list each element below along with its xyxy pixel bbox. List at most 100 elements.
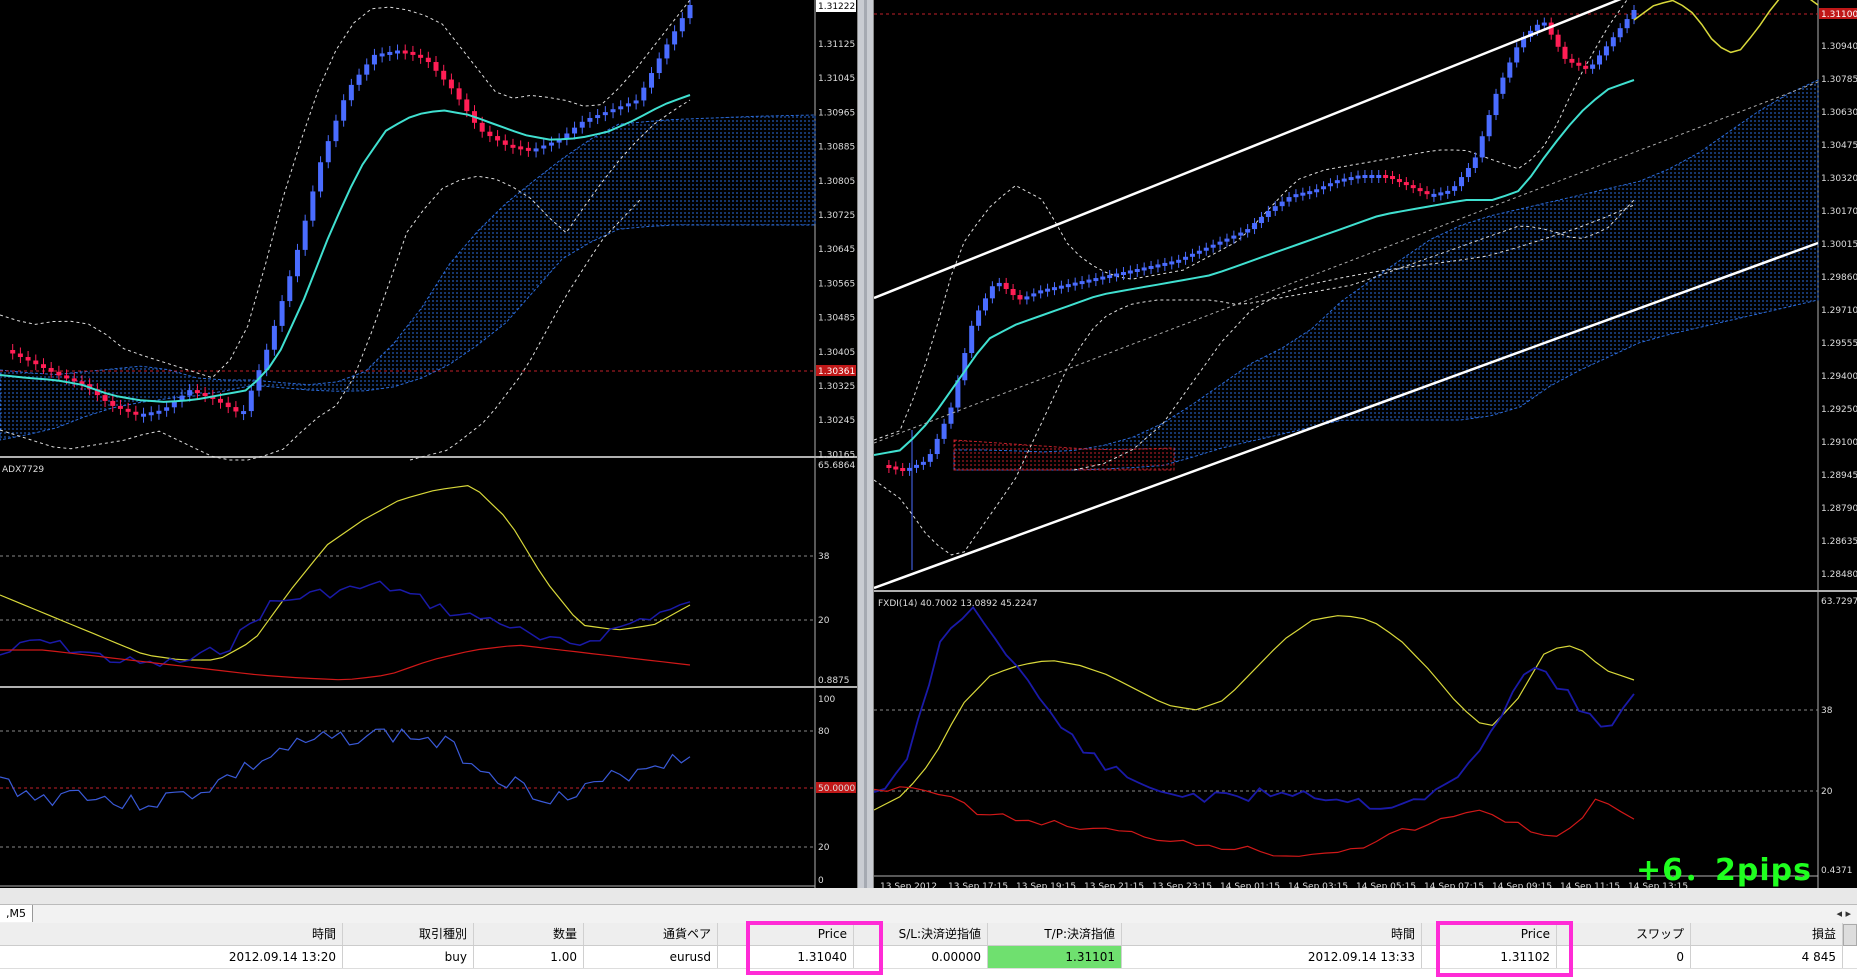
rsi-tick: 0: [818, 876, 824, 886]
candle-body: [913, 464, 919, 468]
table-scrollbar[interactable]: [1843, 924, 1857, 946]
candle-body: [633, 100, 639, 104]
marker-price-box: [816, 365, 856, 376]
candle-body: [595, 115, 601, 119]
adx-line: [0, 484, 691, 661]
candle-body: [1493, 93, 1499, 116]
channel-upper-line[interactable]: [873, 0, 1818, 300]
right-chart-window[interactable]: 1.30940 1.30785 1.30630 1.30475 1.30320 1.301…: [873, 0, 1857, 892]
candle-body: [1362, 175, 1368, 178]
plus-di-line: [873, 605, 1635, 810]
candle-body: [1341, 178, 1347, 182]
candle-body: [641, 87, 647, 101]
price-tick: 1.30015: [1821, 240, 1857, 250]
candle-body: [1265, 210, 1271, 217]
candle-body: [1293, 194, 1299, 198]
candle-body: [448, 79, 454, 89]
candle-body: [1541, 22, 1547, 26]
candle-body: [1355, 175, 1361, 179]
price-tick: 1.31125: [818, 40, 855, 50]
candle-body: [1272, 206, 1278, 211]
rsi-tick: 80: [818, 727, 830, 737]
rsi-tick: 100: [818, 695, 835, 705]
candle-body: [1314, 189, 1320, 193]
candle-body: [71, 378, 77, 382]
right-chart-canvas[interactable]: 1.30940 1.30785 1.30630 1.30475 1.30320 1.301…: [873, 0, 1857, 892]
candle-body: [1031, 293, 1037, 297]
chart-splitter[interactable]: [857, 0, 874, 888]
price-tick: 1.28480: [1821, 570, 1857, 580]
candle-body: [920, 461, 926, 465]
cell-close-price: 1.31102: [1422, 946, 1557, 968]
left-chart-window[interactable]: 1.31125 1.31045 1.30965 1.30885 1.30805 1.307…: [0, 0, 857, 902]
adx-tick: 20: [818, 616, 830, 626]
time-tick: 13 Sep 17:15: [948, 882, 1008, 888]
col-header-take-profit[interactable]: T/P:決済指値: [988, 923, 1122, 945]
table-row[interactable]: 2012.09.14 13:20 buy 1.00 eurusd 1.31040…: [0, 946, 1857, 969]
candle-body: [1500, 77, 1506, 94]
price-tick: 1.29250: [1821, 405, 1857, 415]
candle-body: [1403, 182, 1409, 186]
current-price-label: 1.31100: [1821, 10, 1857, 20]
candle-body: [325, 141, 331, 163]
cell-open-price: 1.31040: [718, 946, 854, 968]
moving-average-line: [873, 79, 1635, 456]
col-header-swap[interactable]: スワップ: [1557, 923, 1691, 945]
current-price-box: [816, 0, 856, 12]
candle-body: [1624, 19, 1630, 29]
candle-body: [148, 412, 154, 416]
candle-body: [1286, 197, 1292, 202]
candle-body: [1224, 238, 1230, 242]
time-tick: 14 Sep 01:15: [1220, 882, 1280, 888]
time-tick: 13 Sep 19:15: [1016, 882, 1076, 888]
chart-tab-eurusd-m5[interactable]: ,M5: [0, 905, 33, 922]
candle-body: [1010, 288, 1016, 296]
candle-body: [1120, 272, 1126, 276]
col-header-symbol[interactable]: 通貨ペア: [584, 923, 718, 945]
left-chart-canvas[interactable]: 1.31125 1.31045 1.30965 1.30885 1.30805 1.307…: [0, 0, 857, 902]
open-price-highlight-box: [746, 921, 883, 975]
candle-body: [333, 120, 339, 142]
rsi-tick: 50.0000: [818, 784, 855, 794]
candle-body: [1417, 188, 1423, 192]
candle-body: [371, 54, 377, 65]
candle-body: [996, 282, 1002, 287]
candle-body: [602, 112, 608, 116]
col-header-type[interactable]: 取引種別: [343, 923, 474, 945]
col-header-stop-loss[interactable]: S/L:決済逆指値: [854, 923, 988, 945]
candle-body: [248, 390, 254, 412]
moving-average-line: [0, 94, 691, 403]
candle-body: [1252, 223, 1258, 230]
marker-price-label: 1.30361: [818, 367, 855, 377]
candle-body: [241, 411, 247, 415]
time-tick: 13 Sep 2012: [880, 882, 937, 888]
channel-lower-line[interactable]: [873, 241, 1819, 590]
price-tick: 1.29400: [1821, 372, 1857, 382]
tab-scroll-arrows-icon[interactable]: ◂ ▸: [1836, 907, 1851, 920]
candle-body: [1431, 193, 1437, 197]
adx-tick: 38: [818, 552, 830, 562]
candle-body: [1176, 259, 1182, 263]
col-header-profit[interactable]: 損益: [1691, 923, 1843, 945]
candle-body: [1369, 175, 1375, 178]
candle-body: [579, 121, 585, 128]
col-header-open-price[interactable]: Price: [718, 923, 854, 945]
candle-body: [1148, 265, 1154, 269]
col-header-close-time[interactable]: 時間: [1122, 923, 1422, 945]
channel-mid-line[interactable]: [873, 81, 1819, 444]
candle-body: [1300, 192, 1306, 196]
col-header-open-time[interactable]: 時間: [0, 923, 343, 945]
candle-body: [202, 393, 208, 397]
candle-body: [171, 401, 177, 408]
candle-body: [387, 51, 393, 55]
col-header-close-price[interactable]: Price: [1422, 923, 1557, 945]
candle-body: [1258, 216, 1264, 224]
candle-body: [264, 349, 270, 371]
candle-body: [1189, 253, 1195, 257]
candle-body: [10, 350, 16, 354]
col-header-size[interactable]: 数量: [474, 923, 584, 945]
candle-body: [1424, 191, 1430, 195]
adx-line: [873, 615, 1635, 811]
current-price-label: 1.31222: [818, 2, 855, 12]
candle-body: [17, 353, 23, 358]
